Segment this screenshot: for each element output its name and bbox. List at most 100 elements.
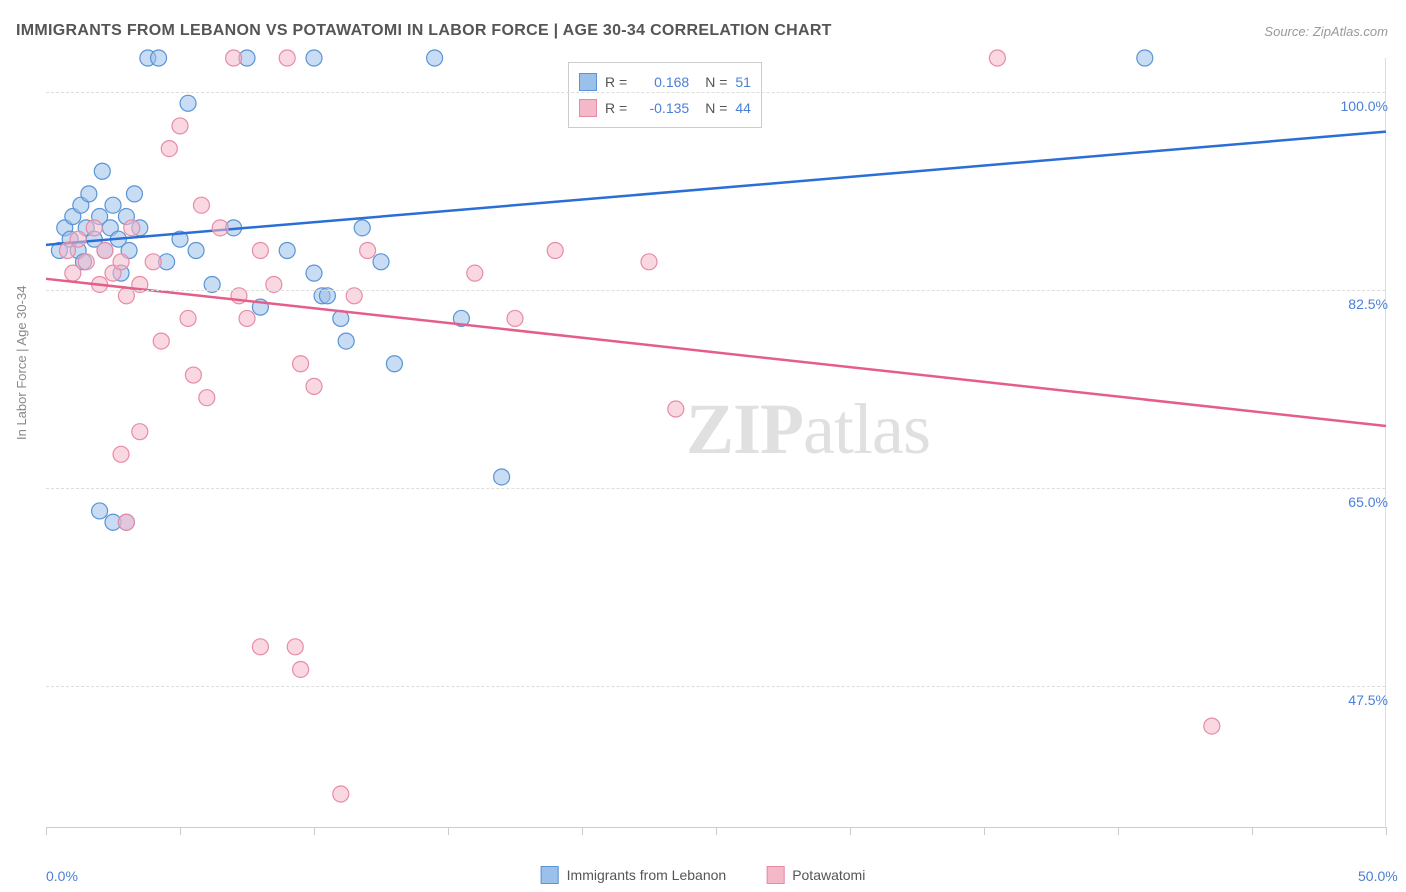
scatter-point bbox=[118, 514, 134, 530]
x-tick bbox=[180, 827, 181, 835]
scatter-point bbox=[386, 356, 402, 372]
scatter-point bbox=[81, 186, 97, 202]
scatter-point bbox=[92, 503, 108, 519]
chart-container: IMMIGRANTS FROM LEBANON VS POTAWATOMI IN… bbox=[0, 0, 1406, 892]
swatch-potawatomi bbox=[579, 99, 597, 117]
scatter-point bbox=[287, 639, 303, 655]
x-tick bbox=[984, 827, 985, 835]
scatter-point bbox=[333, 786, 349, 802]
x-tick bbox=[1118, 827, 1119, 835]
legend-row-potawatomi: R = -0.135 N = 44 bbox=[579, 95, 751, 121]
source-attribution: Source: ZipAtlas.com bbox=[1264, 24, 1388, 39]
scatter-point bbox=[113, 254, 129, 270]
swatch-bottom-lebanon bbox=[541, 866, 559, 884]
scatter-point bbox=[180, 310, 196, 326]
scatter-svg bbox=[46, 58, 1385, 827]
legend-bottom-potawatomi-label: Potawatomi bbox=[792, 867, 865, 883]
r-label-2: R = bbox=[605, 95, 627, 121]
y-tick-label: 65.0% bbox=[1348, 494, 1388, 510]
y-tick-label: 100.0% bbox=[1341, 98, 1388, 114]
swatch-lebanon bbox=[579, 73, 597, 91]
scatter-point bbox=[279, 243, 295, 259]
scatter-point bbox=[105, 197, 121, 213]
x-tick bbox=[1386, 827, 1387, 835]
source-value: ZipAtlas.com bbox=[1313, 24, 1388, 39]
scatter-point bbox=[306, 265, 322, 281]
trend-line bbox=[46, 279, 1386, 426]
scatter-point bbox=[360, 243, 376, 259]
scatter-point bbox=[113, 446, 129, 462]
scatter-point bbox=[252, 243, 268, 259]
scatter-point bbox=[354, 220, 370, 236]
scatter-point bbox=[86, 220, 102, 236]
scatter-point bbox=[212, 220, 228, 236]
scatter-point bbox=[306, 378, 322, 394]
gridline bbox=[46, 686, 1385, 687]
scatter-point bbox=[293, 356, 309, 372]
scatter-point bbox=[97, 243, 113, 259]
scatter-point bbox=[467, 265, 483, 281]
x-tick bbox=[716, 827, 717, 835]
scatter-point bbox=[145, 254, 161, 270]
scatter-point bbox=[641, 254, 657, 270]
legend-bottom-potawatomi: Potawatomi bbox=[766, 866, 865, 884]
r-value-2: -0.135 bbox=[635, 95, 689, 121]
x-tick-label: 50.0% bbox=[1358, 868, 1398, 884]
plot-area: ZIPatlas R = 0.168 N = 51 R = -0.135 N =… bbox=[46, 58, 1386, 828]
scatter-point bbox=[126, 186, 142, 202]
n-value-2: 44 bbox=[735, 95, 751, 121]
scatter-point bbox=[668, 401, 684, 417]
x-tick-label: 0.0% bbox=[46, 868, 78, 884]
scatter-point bbox=[94, 163, 110, 179]
swatch-bottom-potawatomi bbox=[766, 866, 784, 884]
x-tick bbox=[582, 827, 583, 835]
gridline bbox=[46, 290, 1385, 291]
scatter-point bbox=[188, 243, 204, 259]
y-tick-label: 47.5% bbox=[1348, 692, 1388, 708]
scatter-point bbox=[70, 231, 86, 247]
scatter-point bbox=[180, 95, 196, 111]
scatter-point bbox=[1204, 718, 1220, 734]
scatter-point bbox=[78, 254, 94, 270]
scatter-point bbox=[151, 50, 167, 66]
scatter-point bbox=[547, 243, 563, 259]
scatter-point bbox=[185, 367, 201, 383]
scatter-point bbox=[199, 390, 215, 406]
scatter-point bbox=[239, 310, 255, 326]
legend-bottom-lebanon: Immigrants from Lebanon bbox=[541, 866, 727, 884]
gridline bbox=[46, 488, 1385, 489]
x-tick bbox=[314, 827, 315, 835]
scatter-point bbox=[293, 661, 309, 677]
source-label: Source: bbox=[1264, 24, 1309, 39]
y-axis-label: In Labor Force | Age 30-34 bbox=[14, 286, 29, 440]
scatter-point bbox=[989, 50, 1005, 66]
legend-bottom: Immigrants from Lebanon Potawatomi bbox=[541, 866, 866, 884]
scatter-point bbox=[153, 333, 169, 349]
scatter-point bbox=[507, 310, 523, 326]
chart-title: IMMIGRANTS FROM LEBANON VS POTAWATOMI IN… bbox=[16, 22, 832, 40]
scatter-point bbox=[132, 424, 148, 440]
scatter-point bbox=[252, 639, 268, 655]
scatter-point bbox=[373, 254, 389, 270]
y-tick-label: 82.5% bbox=[1348, 296, 1388, 312]
scatter-point bbox=[161, 141, 177, 157]
x-tick bbox=[850, 827, 851, 835]
scatter-point bbox=[65, 265, 81, 281]
gridline bbox=[46, 92, 1385, 93]
scatter-point bbox=[124, 220, 140, 236]
correlation-legend: R = 0.168 N = 51 R = -0.135 N = 44 bbox=[568, 62, 762, 128]
trend-line bbox=[46, 132, 1386, 245]
n-label-2: N = bbox=[705, 95, 727, 121]
legend-bottom-lebanon-label: Immigrants from Lebanon bbox=[567, 867, 727, 883]
x-tick bbox=[46, 827, 47, 835]
scatter-point bbox=[306, 50, 322, 66]
scatter-point bbox=[172, 118, 188, 134]
scatter-point bbox=[427, 50, 443, 66]
x-tick bbox=[448, 827, 449, 835]
scatter-point bbox=[226, 50, 242, 66]
scatter-point bbox=[279, 50, 295, 66]
scatter-point bbox=[1137, 50, 1153, 66]
x-tick bbox=[1252, 827, 1253, 835]
scatter-point bbox=[193, 197, 209, 213]
scatter-point bbox=[494, 469, 510, 485]
